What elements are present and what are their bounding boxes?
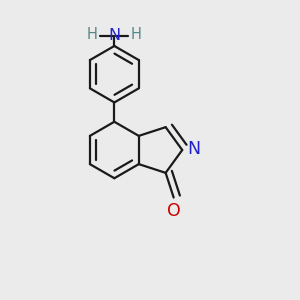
Text: H: H <box>87 27 98 42</box>
Text: H: H <box>131 27 142 42</box>
Text: O: O <box>167 202 181 220</box>
Text: N: N <box>187 140 200 158</box>
Text: N: N <box>108 28 120 43</box>
